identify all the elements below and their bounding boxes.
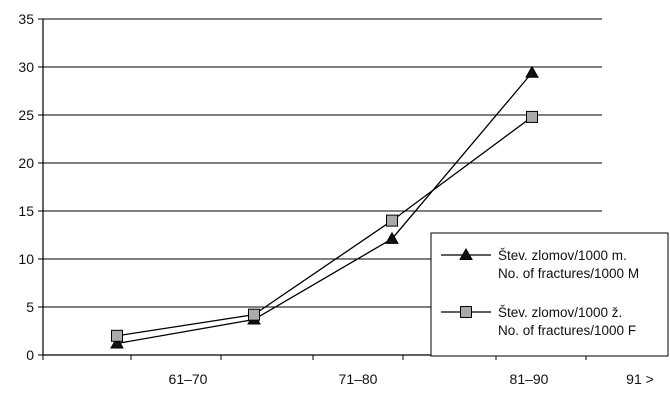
y-tick-label: 35 (18, 11, 34, 27)
legend-label: No. of fractures/1000 F (498, 323, 636, 338)
x-tick-label: 71–80 (339, 371, 378, 387)
series-line-2 (116, 116, 533, 337)
x-tick-label: 81–90 (510, 371, 549, 387)
data-point-square (111, 329, 123, 342)
legend-label: Štev. zlomov/1000 ž. (498, 305, 622, 320)
y-tick-label: 10 (18, 251, 34, 267)
x-tick-label: 91 > (626, 371, 654, 387)
data-point-triangle (110, 336, 124, 349)
y-tick-label: 20 (18, 155, 34, 171)
y-tick-label: 0 (26, 347, 34, 363)
y-tick-label: 30 (18, 59, 34, 75)
series-line-1 (116, 72, 533, 345)
data-point-square (248, 308, 260, 321)
y-tick-label: 15 (18, 203, 34, 219)
legend-box (430, 232, 669, 357)
data-point-square (386, 214, 398, 227)
data-point-triangle (525, 65, 539, 78)
x-tick-label: 61–70 (169, 371, 208, 387)
legend-marker-square (460, 306, 472, 318)
data-point-square (526, 110, 538, 123)
y-tick-label: 25 (18, 107, 34, 123)
legend-marker-triangle (459, 247, 473, 260)
y-tick-label: 5 (26, 299, 34, 315)
legend-label: No. of fractures/1000 M (498, 266, 639, 281)
data-point-triangle (385, 231, 399, 244)
legend-label: Štev. zlomov/1000 m. (498, 248, 627, 263)
